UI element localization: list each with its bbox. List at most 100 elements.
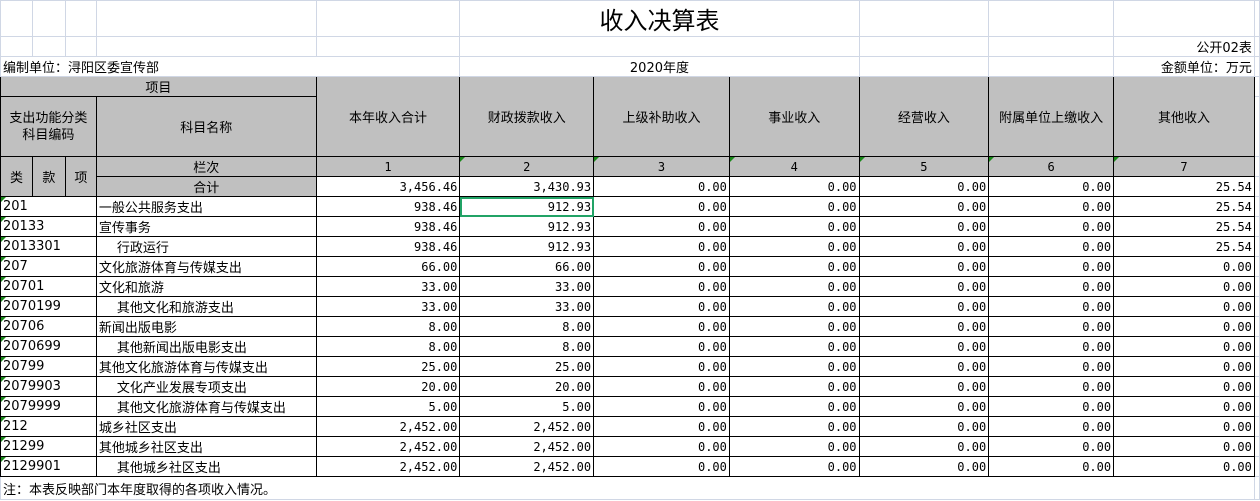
- row-value[interactable]: 2,452.00: [315, 416, 461, 437]
- row-name[interactable]: 文化产业发展专项支出: [95, 376, 317, 397]
- row-value[interactable]: 8.00: [459, 316, 595, 337]
- row-code[interactable]: 21299: [0, 436, 97, 457]
- row-code[interactable]: 2129901: [0, 456, 97, 477]
- row-name[interactable]: 其他城乡社区支出: [95, 456, 317, 477]
- row-value[interactable]: 66.00: [459, 256, 595, 277]
- row-value[interactable]: 0.00: [988, 336, 1115, 357]
- row-value[interactable]: 25.54: [1113, 236, 1255, 257]
- row-code[interactable]: 2079903: [0, 376, 97, 397]
- row-value[interactable]: 0.00: [988, 196, 1115, 217]
- row-value[interactable]: 0.00: [593, 436, 730, 457]
- total-value[interactable]: 3,430.93: [459, 176, 595, 197]
- row-name[interactable]: 其他文化和旅游支出: [95, 296, 317, 317]
- row-value[interactable]: 0.00: [728, 416, 860, 437]
- row-value[interactable]: 25.00: [459, 356, 595, 377]
- row-value[interactable]: 912.93: [459, 236, 595, 257]
- row-value[interactable]: 0.00: [1113, 356, 1255, 377]
- row-code[interactable]: 2079999: [0, 396, 97, 417]
- row-value[interactable]: 912.93: [459, 216, 595, 237]
- row-name[interactable]: 文化旅游体育与传媒支出: [95, 256, 317, 277]
- row-value[interactable]: 0.00: [858, 456, 990, 477]
- row-name[interactable]: 其他文化旅游体育与传媒支出: [95, 396, 317, 417]
- row-value[interactable]: 0.00: [858, 436, 990, 457]
- row-value[interactable]: 0.00: [988, 456, 1115, 477]
- row-value[interactable]: 0.00: [1113, 316, 1255, 337]
- row-value[interactable]: 8.00: [459, 336, 595, 357]
- row-value[interactable]: 0.00: [858, 216, 990, 237]
- row-value[interactable]: 0.00: [728, 376, 860, 397]
- row-value[interactable]: 0.00: [728, 256, 860, 277]
- row-name[interactable]: 其他城乡社区支出: [95, 436, 317, 457]
- row-value[interactable]: 0.00: [593, 316, 730, 337]
- row-value[interactable]: 0.00: [593, 196, 730, 217]
- row-value[interactable]: 25.00: [315, 356, 461, 377]
- row-value[interactable]: 0.00: [728, 196, 860, 217]
- row-value[interactable]: 0.00: [988, 436, 1115, 457]
- row-value[interactable]: 0.00: [988, 396, 1115, 417]
- total-value[interactable]: 0.00: [728, 176, 860, 197]
- total-value[interactable]: 0.00: [593, 176, 730, 197]
- row-name[interactable]: 文化和旅游: [95, 276, 317, 297]
- row-value[interactable]: 0.00: [593, 256, 730, 277]
- row-value[interactable]: 0.00: [728, 396, 860, 417]
- row-code[interactable]: 20133: [0, 216, 97, 237]
- row-value[interactable]: 2,452.00: [459, 416, 595, 437]
- row-value[interactable]: 0.00: [728, 216, 860, 237]
- row-value[interactable]: 0.00: [988, 296, 1115, 317]
- row-value[interactable]: 20.00: [315, 376, 461, 397]
- row-value[interactable]: 0.00: [858, 396, 990, 417]
- row-value[interactable]: 0.00: [988, 416, 1115, 437]
- row-value[interactable]: 25.54: [1113, 196, 1255, 217]
- row-value[interactable]: 33.00: [315, 296, 461, 317]
- row-value[interactable]: 0.00: [593, 416, 730, 437]
- row-value[interactable]: 33.00: [459, 296, 595, 317]
- row-value[interactable]: 5.00: [459, 396, 595, 417]
- row-name[interactable]: 城乡社区支出: [95, 416, 317, 437]
- row-code[interactable]: 20701: [0, 276, 97, 297]
- row-value[interactable]: 0.00: [858, 276, 990, 297]
- row-value[interactable]: 0.00: [728, 236, 860, 257]
- row-value[interactable]: 0.00: [1113, 396, 1255, 417]
- row-value[interactable]: 0.00: [1113, 296, 1255, 317]
- row-name[interactable]: 行政运行: [95, 236, 317, 257]
- row-value[interactable]: 0.00: [988, 356, 1115, 377]
- row-value[interactable]: 0.00: [728, 336, 860, 357]
- row-value[interactable]: 0.00: [858, 316, 990, 337]
- row-value[interactable]: 0.00: [728, 436, 860, 457]
- row-value[interactable]: 0.00: [858, 236, 990, 257]
- row-value[interactable]: 0.00: [988, 316, 1115, 337]
- row-name[interactable]: 其他文化旅游体育与传媒支出: [95, 356, 317, 377]
- row-value[interactable]: 0.00: [1113, 376, 1255, 397]
- row-value[interactable]: 0.00: [1113, 336, 1255, 357]
- row-value[interactable]: 938.46: [315, 236, 461, 257]
- row-code[interactable]: 20706: [0, 316, 97, 337]
- row-value[interactable]: 33.00: [459, 276, 595, 297]
- row-value[interactable]: 25.54: [1113, 216, 1255, 237]
- row-value[interactable]: 8.00: [315, 336, 461, 357]
- row-code[interactable]: 2070199: [0, 296, 97, 317]
- row-value[interactable]: 8.00: [315, 316, 461, 337]
- row-value[interactable]: 0.00: [593, 276, 730, 297]
- row-value[interactable]: 0.00: [858, 356, 990, 377]
- row-value[interactable]: 0.00: [593, 356, 730, 377]
- row-value[interactable]: 0.00: [593, 396, 730, 417]
- row-value[interactable]: 0.00: [728, 456, 860, 477]
- row-value[interactable]: 0.00: [988, 236, 1115, 257]
- row-value[interactable]: 0.00: [1113, 456, 1255, 477]
- row-value[interactable]: 0.00: [593, 456, 730, 477]
- row-code[interactable]: 212: [0, 416, 97, 437]
- row-value[interactable]: 0.00: [1113, 256, 1255, 277]
- row-value[interactable]: 0.00: [593, 216, 730, 237]
- row-value[interactable]: 5.00: [315, 396, 461, 417]
- row-value[interactable]: 0.00: [1113, 416, 1255, 437]
- row-value[interactable]: 0.00: [858, 296, 990, 317]
- row-value[interactable]: 2,452.00: [315, 436, 461, 457]
- row-value[interactable]: 0.00: [858, 196, 990, 217]
- row-value[interactable]: 0.00: [728, 296, 860, 317]
- row-value[interactable]: 0.00: [1113, 436, 1255, 457]
- total-value[interactable]: 25.54: [1113, 176, 1255, 197]
- row-value[interactable]: 0.00: [728, 356, 860, 377]
- row-value[interactable]: 66.00: [315, 256, 461, 277]
- row-name[interactable]: 新闻出版电影: [95, 316, 317, 337]
- row-value[interactable]: 0.00: [1113, 276, 1255, 297]
